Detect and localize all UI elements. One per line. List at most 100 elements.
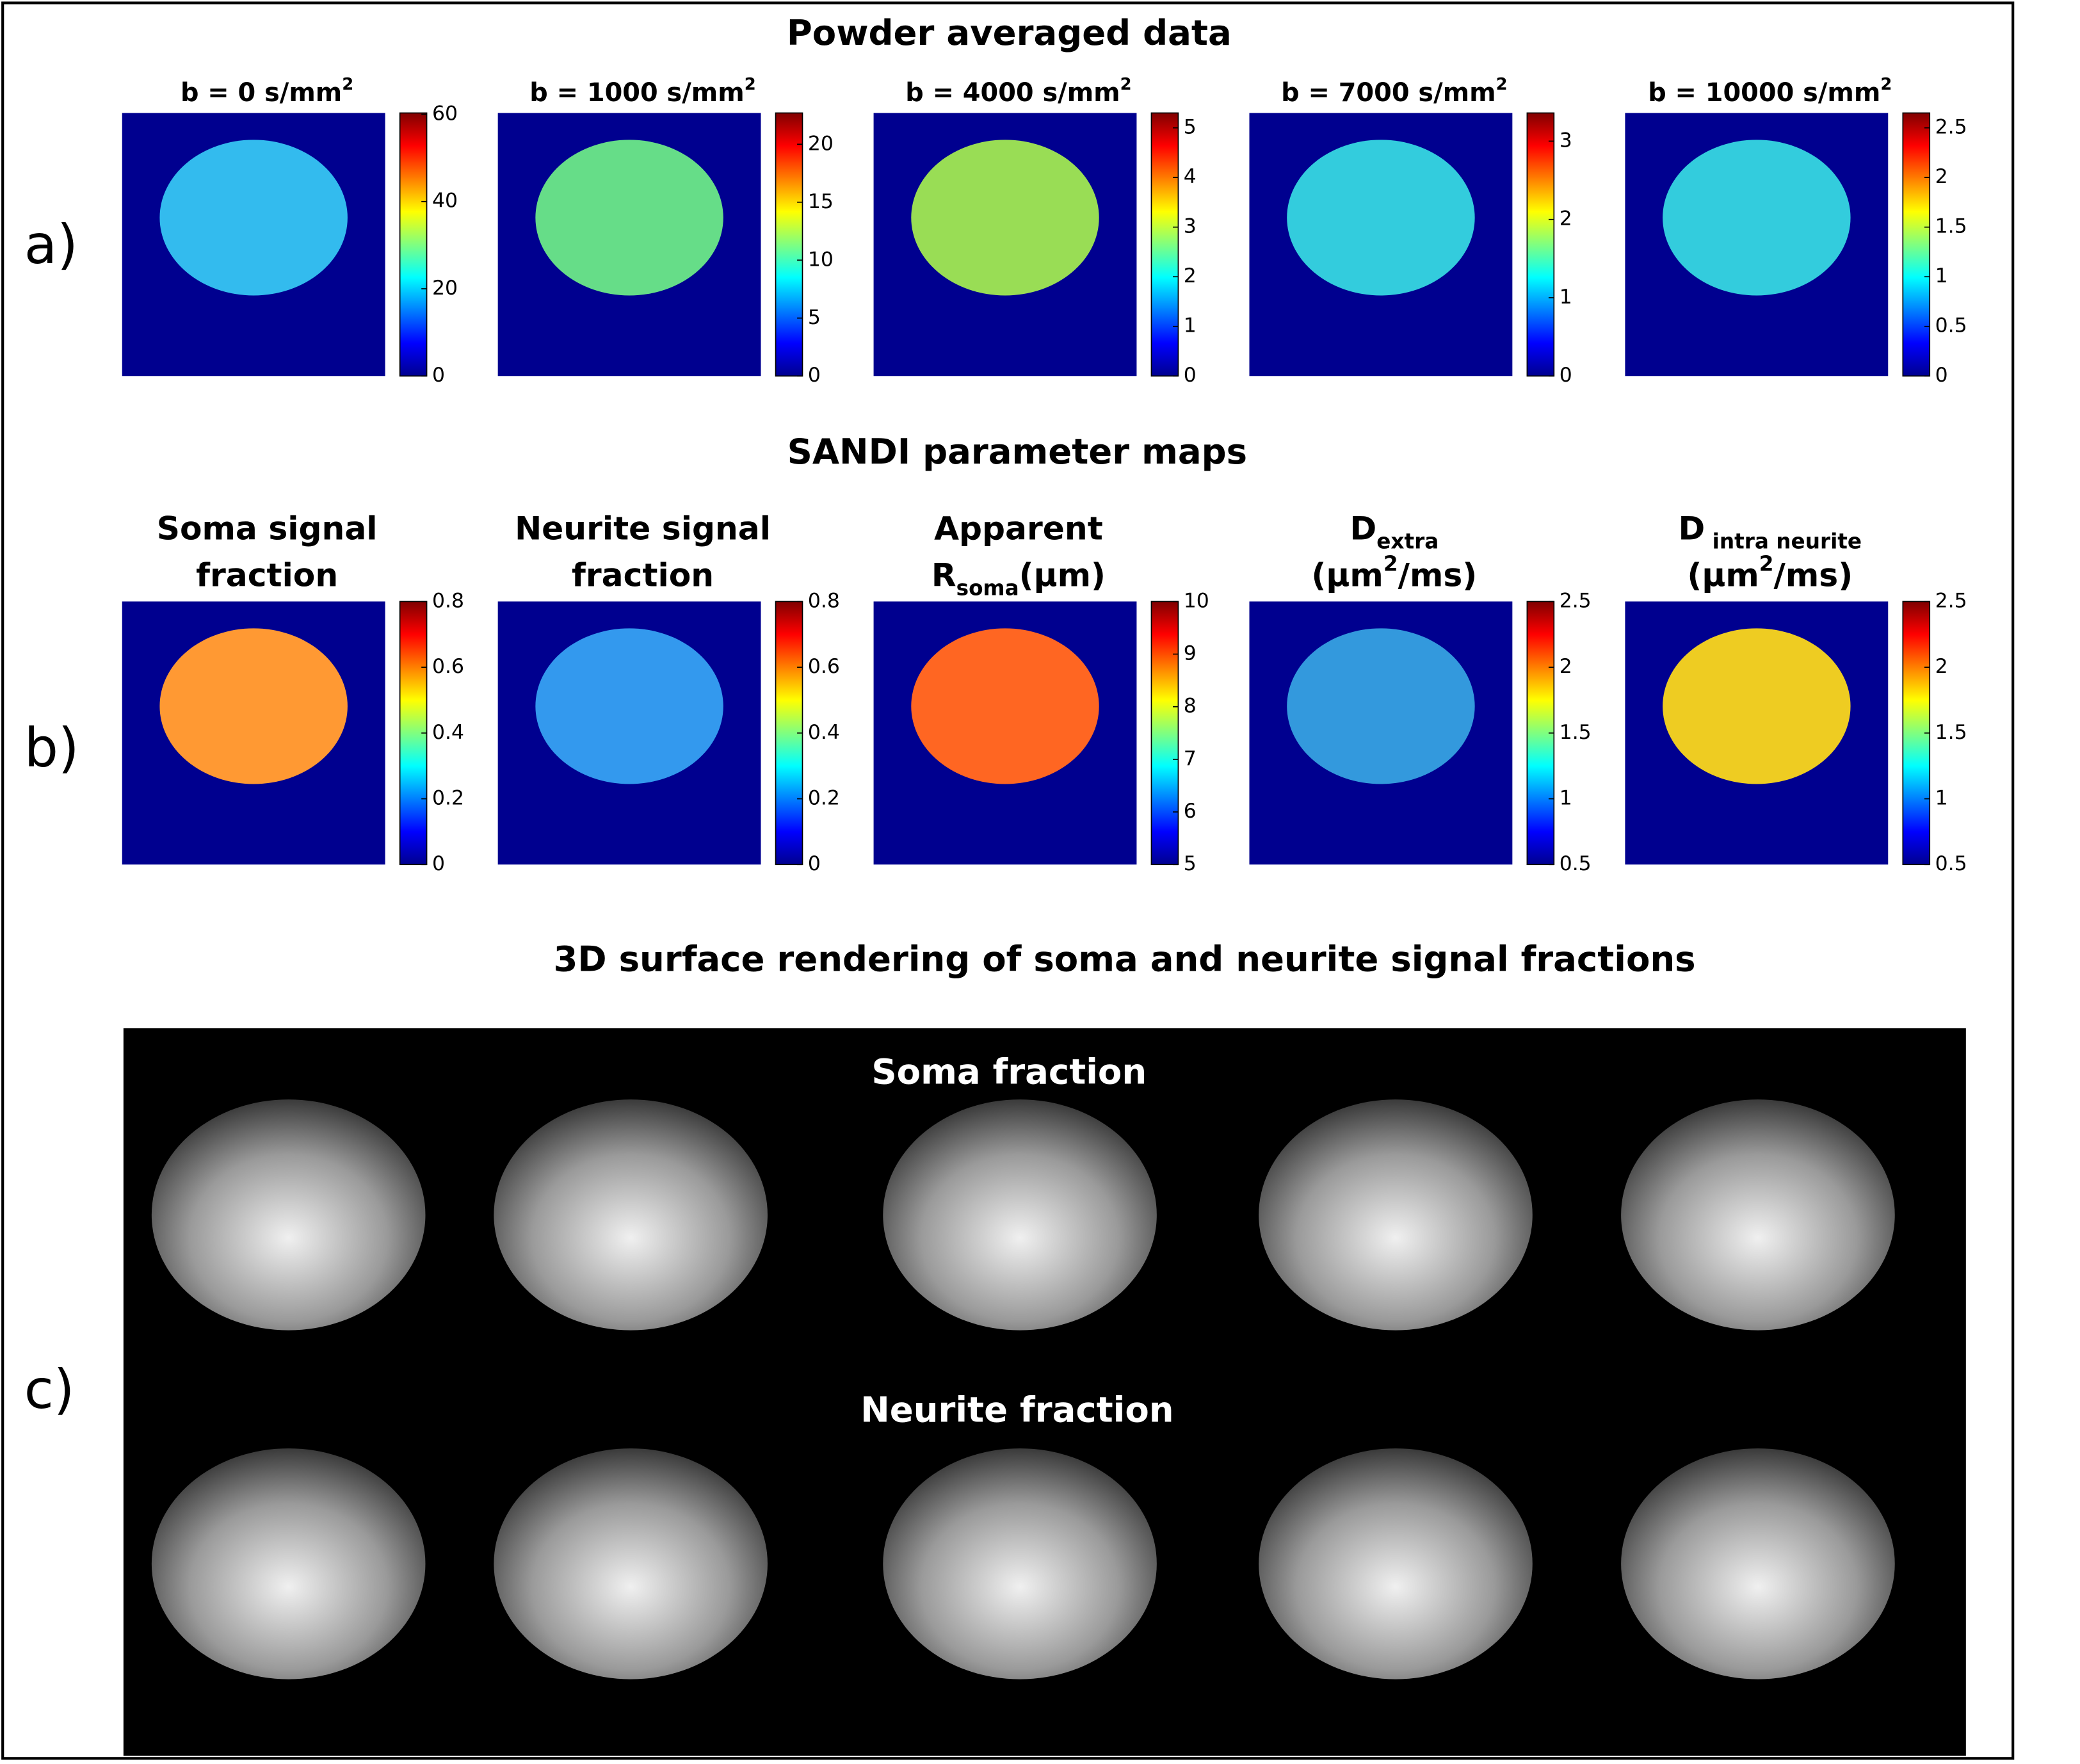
title-part: D <box>1350 509 1376 547</box>
colorbar-tick-label: 0.5 <box>1935 852 1967 875</box>
map-title: Neurite signal <box>515 509 771 547</box>
panel-label: c) <box>24 1358 75 1421</box>
colorbar <box>399 112 428 377</box>
title-part: b = 4000 s/mm <box>905 78 1120 108</box>
colorbar <box>1150 112 1179 377</box>
title-part: b = 0 s/mm <box>181 78 342 108</box>
colorbar-tick-label: 1 <box>1935 787 1948 810</box>
panel-title: SANDI parameter maps <box>787 431 1247 472</box>
title-part: Apparent <box>934 509 1103 547</box>
title-part: 2 <box>1383 552 1398 576</box>
colorbar-tick-label: 9 <box>1184 642 1197 665</box>
map-title: b = 0 s/mm2 <box>181 75 353 108</box>
colorbar-tick-label: 1.5 <box>1935 721 1967 744</box>
colorbar-tick-label: 1 <box>1184 314 1197 337</box>
colorbar-tick-label: 15 <box>808 190 834 213</box>
brain-slice <box>911 140 1099 296</box>
title-part: fraction <box>572 556 714 594</box>
title-part: b = 1000 s/mm <box>529 78 744 108</box>
title-part: /ms) <box>1774 556 1853 594</box>
row-title: Soma fraction <box>871 1051 1147 1092</box>
colorbar-tick-label: 2 <box>1560 655 1572 678</box>
title-part: 2 <box>1496 75 1508 94</box>
brain-slice <box>1287 628 1475 784</box>
colorbar-tick-label: 0.4 <box>432 721 464 744</box>
map-title: b = 1000 s/mm2 <box>529 75 755 108</box>
map-title: fraction <box>196 556 338 594</box>
map-title: b = 10000 s/mm2 <box>1648 75 1892 108</box>
colorbar-tick-label: 1 <box>1560 787 1572 810</box>
brain-slice <box>1287 140 1475 296</box>
title-part: intra neurite <box>1705 529 1862 553</box>
colorbar-tick-label: 2.5 <box>1560 589 1592 612</box>
brain-slice <box>1663 140 1851 296</box>
map-title: D intra neurite <box>1678 509 1862 554</box>
title-part: 2 <box>342 75 353 94</box>
surface-render <box>151 1099 426 1331</box>
colorbar-tick-label: 1 <box>1935 264 1948 287</box>
colorbar <box>1526 112 1555 377</box>
title-part: (μm <box>1311 556 1383 594</box>
colorbar-tick-label: 0 <box>1560 364 1572 387</box>
colorbar-tick-label: 10 <box>808 248 834 271</box>
colorbar-tick-label: 0 <box>808 364 821 387</box>
map-title: Apparent <box>934 509 1103 547</box>
title-part: 2 <box>745 75 756 94</box>
colorbar-tick-label: 0.4 <box>808 721 840 744</box>
surface-render <box>494 1099 768 1331</box>
colorbar-tick-label: 0 <box>1184 364 1197 387</box>
brain-slice <box>159 140 348 296</box>
colorbar-tick-label: 1 <box>1560 286 1572 309</box>
surface-render <box>494 1448 768 1679</box>
brain-slice <box>911 628 1099 784</box>
colorbar-tick-label: 2 <box>1560 207 1572 231</box>
colorbar-tick-label: 0.2 <box>432 787 464 810</box>
title-part: R <box>931 556 956 594</box>
colorbar-tick-label: 2.5 <box>1935 116 1967 139</box>
colorbar-tick-label: 5 <box>1184 116 1197 139</box>
map-title: fraction <box>572 556 714 594</box>
panel-title: Powder averaged data <box>787 12 1232 53</box>
colorbar-tick-label: 0 <box>432 852 445 875</box>
map-title: b = 4000 s/mm2 <box>905 75 1131 108</box>
colorbar-tick-label: 5 <box>1184 852 1197 875</box>
colorbar-tick-label: 6 <box>1184 800 1197 823</box>
colorbar-tick-label: 1.5 <box>1560 721 1592 744</box>
title-part: b = 7000 s/mm <box>1281 78 1496 108</box>
colorbar-tick-label: 0.8 <box>808 589 840 612</box>
colorbar <box>1902 112 1931 377</box>
colorbar-tick-label: 2 <box>1935 165 1948 188</box>
colorbar-tick-label: 0.5 <box>1935 314 1967 337</box>
colorbar-tick-label: 60 <box>432 102 458 125</box>
colorbar-tick-label: 0 <box>808 852 821 875</box>
panel-title: 3D surface rendering of soma and neurite… <box>554 938 1696 979</box>
panel-label: b) <box>24 716 79 779</box>
map-title: Soma signal <box>157 509 378 547</box>
title-part: 2 <box>1759 552 1774 576</box>
colorbar-tick-label: 3 <box>1184 215 1197 238</box>
surface-render <box>1259 1099 1533 1331</box>
title-part: soma <box>956 576 1019 601</box>
map-title: (μm2/ms) <box>1311 552 1477 594</box>
row-title: Neurite fraction <box>860 1389 1173 1430</box>
colorbar-tick-label: 2.5 <box>1935 589 1967 612</box>
surface-render <box>1259 1448 1533 1679</box>
colorbar-tick-label: 0 <box>432 364 445 387</box>
title-part: Neurite signal <box>515 509 771 547</box>
colorbar-tick-label: 4 <box>1184 165 1197 188</box>
brain-slice <box>159 628 348 784</box>
brain-slice <box>1663 628 1851 784</box>
surface-render <box>151 1448 426 1679</box>
map-title: (μm2/ms) <box>1687 552 1853 594</box>
colorbar-tick-label: 2 <box>1184 264 1197 287</box>
colorbar-tick-label: 10 <box>1184 589 1209 612</box>
colorbar <box>1150 601 1179 866</box>
colorbar-tick-label: 0.5 <box>1560 852 1592 875</box>
figure-border <box>1 1 2015 1760</box>
brain-slice <box>535 628 723 784</box>
colorbar-tick-label: 0 <box>1935 364 1948 387</box>
surface-render <box>883 1099 1157 1331</box>
title-part: Soma signal <box>157 509 378 547</box>
colorbar-tick-label: 0.2 <box>808 787 840 810</box>
title-part: D <box>1678 509 1705 547</box>
